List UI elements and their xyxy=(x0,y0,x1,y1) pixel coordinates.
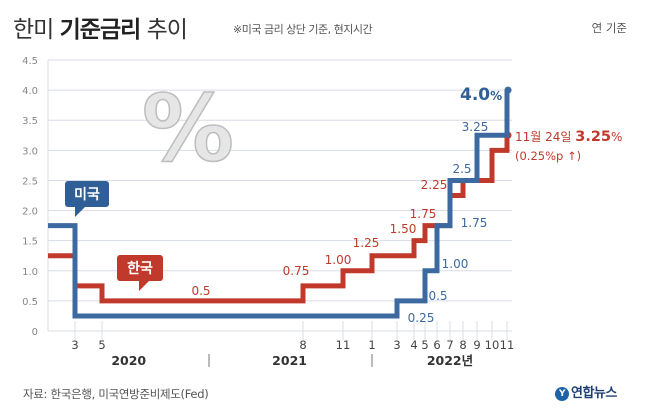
x-tick-label: 9 xyxy=(473,338,480,352)
us-latest-annotation: 4.0% xyxy=(460,85,502,105)
chart-title: 한미 기준금리 추이 xyxy=(13,10,188,44)
year-labels: 2020 2021 2022년 xyxy=(111,353,473,368)
x-tick-labels: 3 5 8 11 1 3 4 5 6 7 8 9 10 11 xyxy=(71,338,514,352)
x-tick-label: 8 xyxy=(299,338,306,352)
data-labels: 0.250.51.001.752.53.250.50.751.001.251.5… xyxy=(191,120,488,325)
x-tick-label: 11 xyxy=(336,338,351,352)
kr-latest-annotation: 11월 24일 3.25% xyxy=(515,129,622,145)
x-tick-label: 3 xyxy=(393,338,400,352)
y-tick-label: 3.5 xyxy=(22,116,38,127)
kr-badge-label: 한국 xyxy=(127,261,153,277)
data-label: 0.5 xyxy=(191,284,210,298)
x-tick-label: 1 xyxy=(368,338,375,352)
title-part-1: 한미 xyxy=(13,17,60,43)
data-label: 1.00 xyxy=(325,253,352,267)
kr-latest-change: (0.25%p ↑) xyxy=(515,149,581,163)
y-tick-label: 2.5 xyxy=(22,176,38,187)
us-badge: 미국 xyxy=(65,181,109,217)
kr-latest-value: 3.25 xyxy=(575,129,611,145)
year-label: 2020 xyxy=(111,353,146,368)
x-tick-label: 4 xyxy=(410,338,417,352)
y-tick-label: 1.5 xyxy=(22,237,38,248)
data-label: 0.5 xyxy=(428,289,447,303)
y-tick-label: 1.0 xyxy=(22,267,38,278)
data-label: 0.25 xyxy=(408,311,435,325)
kr-latest-unit: % xyxy=(611,130,622,144)
data-label: 3.25 xyxy=(462,120,489,134)
unit-note: 연 기준 xyxy=(591,21,627,35)
logo-icon: Y xyxy=(555,387,569,401)
x-tick-label: 6 xyxy=(433,338,440,352)
x-guide-lines xyxy=(74,321,508,340)
news-logo: Y 연합뉴스 xyxy=(555,382,617,401)
y-tick-label: 3.0 xyxy=(22,146,38,157)
title-part-2: 추이 xyxy=(140,17,188,43)
x-tick-label: 10 xyxy=(485,338,500,352)
x-tick-label: 11 xyxy=(500,338,515,352)
data-label: 1.00 xyxy=(442,257,469,271)
y-tick-label: 4.0 xyxy=(22,86,38,97)
logo-text: 연합뉴스 xyxy=(571,386,617,401)
data-label: 0.75 xyxy=(283,264,310,278)
kr-badge: 한국 xyxy=(117,255,163,291)
data-label: 2.25 xyxy=(421,178,448,192)
y-tick-label: 2.0 xyxy=(22,207,38,218)
x-tick-label: 3 xyxy=(71,338,78,352)
series-end-marker xyxy=(504,86,512,94)
series-line-kr xyxy=(48,135,510,304)
title-part-bold: 기준금리 xyxy=(59,17,142,43)
data-label: 2.5 xyxy=(452,162,471,176)
series-layer xyxy=(48,86,512,319)
kr-latest-date: 11월 24일 xyxy=(515,130,575,144)
y-tick-labels: 0 0.5 1.0 1.5 2.0 2.5 3.0 3.5 4.0 4.5 xyxy=(22,56,38,338)
data-label: 1.50 xyxy=(390,222,417,236)
x-tick-label: 7 xyxy=(446,338,453,352)
x-tick-label: 8 xyxy=(459,338,466,352)
data-label: 1.25 xyxy=(353,236,380,250)
chart-subtitle: ※미국 금리 상단 기준, 현지시간 xyxy=(233,23,373,36)
source-note: 자료: 한국은행, 미국연방준비제도(Fed) xyxy=(23,387,209,401)
data-label: 1.75 xyxy=(410,207,437,221)
x-tick-label: 5 xyxy=(421,338,428,352)
x-tick-label: 5 xyxy=(98,338,105,352)
year-label: 2022년 xyxy=(427,353,473,368)
us-badge-label: 미국 xyxy=(74,187,100,203)
series-line-us xyxy=(48,90,510,319)
us-latest-value: 4.0 xyxy=(460,85,490,105)
year-label: 2021 xyxy=(272,353,307,368)
y-tick-label: 0.5 xyxy=(22,297,38,308)
y-tick-label: 4.5 xyxy=(22,56,38,67)
data-label: 1.75 xyxy=(461,216,488,230)
us-latest-unit: % xyxy=(490,89,502,103)
percent-symbol: % xyxy=(142,75,234,182)
y-tick-label: 0 xyxy=(32,327,38,338)
